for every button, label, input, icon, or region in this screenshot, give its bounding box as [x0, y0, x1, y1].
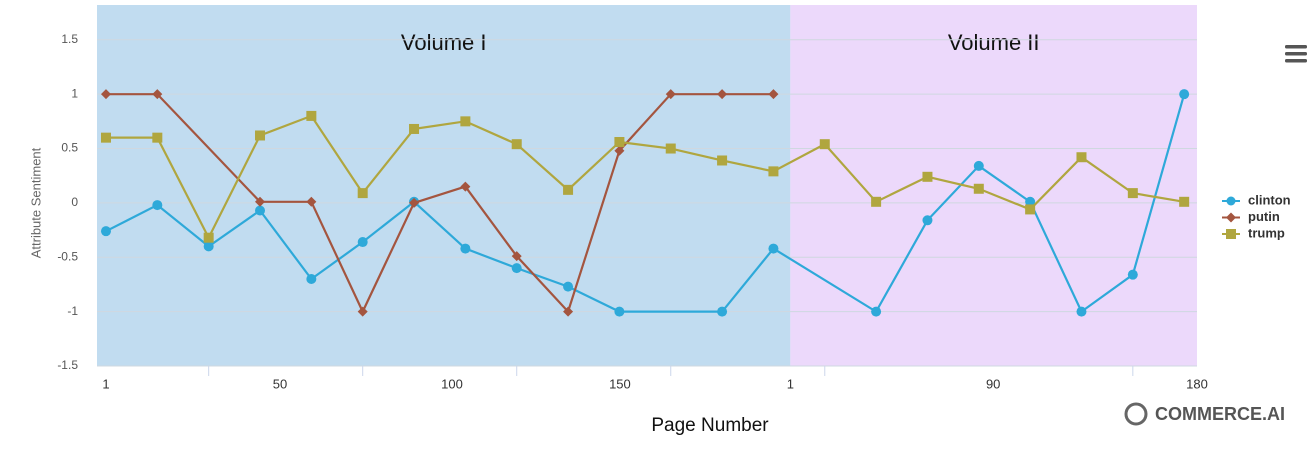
legend-item[interactable]: clinton [1222, 192, 1291, 207]
point [717, 89, 728, 100]
plot-band-label: Volume II [948, 30, 1040, 55]
point [563, 184, 574, 195]
point [665, 143, 676, 154]
point [1127, 188, 1138, 199]
point [357, 237, 368, 248]
point [768, 166, 779, 177]
point [665, 89, 676, 100]
point [1025, 196, 1036, 207]
point [100, 89, 111, 100]
y-tick-label: -1 [67, 304, 78, 318]
legend-item[interactable]: trump [1222, 225, 1285, 240]
point [152, 89, 163, 100]
point [460, 243, 471, 254]
x-tick-label: 180 [1186, 376, 1208, 391]
watermark: COMMERCE.AI [1155, 404, 1285, 424]
plot-band-label: Volume I [401, 30, 487, 55]
legend-label: trump [1248, 225, 1285, 240]
point [357, 188, 368, 199]
point [922, 171, 933, 182]
legend-symbol [1226, 196, 1236, 206]
plot-band [790, 5, 1197, 366]
menu-bar[interactable] [1285, 52, 1307, 56]
point [152, 200, 163, 211]
point [255, 130, 266, 141]
legend-symbol [1226, 212, 1236, 223]
point [255, 205, 266, 216]
point [871, 196, 882, 207]
point [511, 263, 522, 274]
point [614, 145, 625, 156]
point [1076, 306, 1087, 317]
point [871, 306, 882, 317]
y-tick-label: 1.5 [61, 32, 78, 46]
point [460, 116, 471, 127]
point [717, 306, 728, 317]
point [973, 183, 984, 194]
legend-symbol [1226, 229, 1236, 239]
point [306, 274, 317, 285]
point [1076, 152, 1087, 163]
menu-bar[interactable] [1285, 59, 1307, 63]
y-axis-title: Attribute Sentiment [28, 147, 43, 258]
point [255, 196, 266, 207]
point [306, 196, 317, 207]
point [1127, 269, 1138, 280]
point [1179, 196, 1190, 207]
series-line [105, 93, 1186, 314]
y-tick-label: 1 [71, 86, 78, 100]
x-tick-label: 50 [273, 376, 287, 391]
x-tick-label: 150 [609, 376, 631, 391]
point [511, 251, 522, 262]
x-tick-label: 100 [441, 376, 463, 391]
y-tick-label: 0 [71, 195, 78, 209]
plot-band [97, 5, 791, 366]
point [1025, 204, 1036, 215]
legend-label: putin [1248, 209, 1280, 224]
series-line [105, 114, 1185, 241]
menu-icon[interactable] [1285, 45, 1307, 63]
point [203, 232, 214, 243]
point [614, 306, 625, 317]
x-tick-label: 1 [787, 376, 794, 391]
plot: Volume I Volume II1.510.50-0.5-1-1.51 50 10… [57, 5, 1208, 391]
point [768, 89, 779, 100]
x-tick-label: 90 [986, 376, 1000, 391]
y-tick-label: -0.5 [57, 249, 78, 263]
point [460, 181, 471, 192]
point [203, 241, 214, 252]
point [1179, 89, 1190, 100]
point [717, 155, 728, 166]
point [409, 197, 420, 208]
point [614, 137, 625, 148]
menu-bar[interactable] [1285, 45, 1307, 49]
point [306, 110, 317, 121]
point [922, 215, 933, 226]
x-tick-label: 1 [102, 376, 109, 391]
point [152, 132, 163, 143]
logo: COMMERCE.AI [1124, 402, 1285, 426]
point [100, 226, 111, 237]
legend-item[interactable]: putin [1222, 209, 1280, 224]
point [563, 281, 574, 292]
legend-label: clinton [1248, 192, 1291, 207]
point [819, 139, 830, 150]
point [511, 139, 522, 150]
logo-mark [1124, 402, 1148, 426]
y-tick-label: -1.5 [57, 358, 78, 372]
point [973, 160, 984, 171]
point [100, 132, 111, 143]
point [409, 123, 420, 134]
point [563, 306, 574, 317]
x-axis-title: Page Number [651, 415, 769, 436]
point [357, 306, 368, 317]
y-tick-label: 0.5 [61, 141, 78, 155]
point [768, 243, 779, 254]
